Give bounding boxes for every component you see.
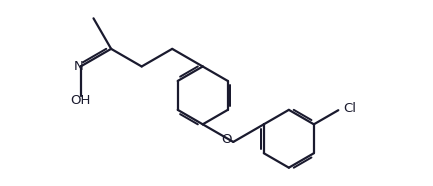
Text: Cl: Cl (343, 102, 356, 115)
Text: O: O (222, 133, 232, 146)
Text: N: N (74, 60, 84, 73)
Text: OH: OH (71, 94, 91, 107)
